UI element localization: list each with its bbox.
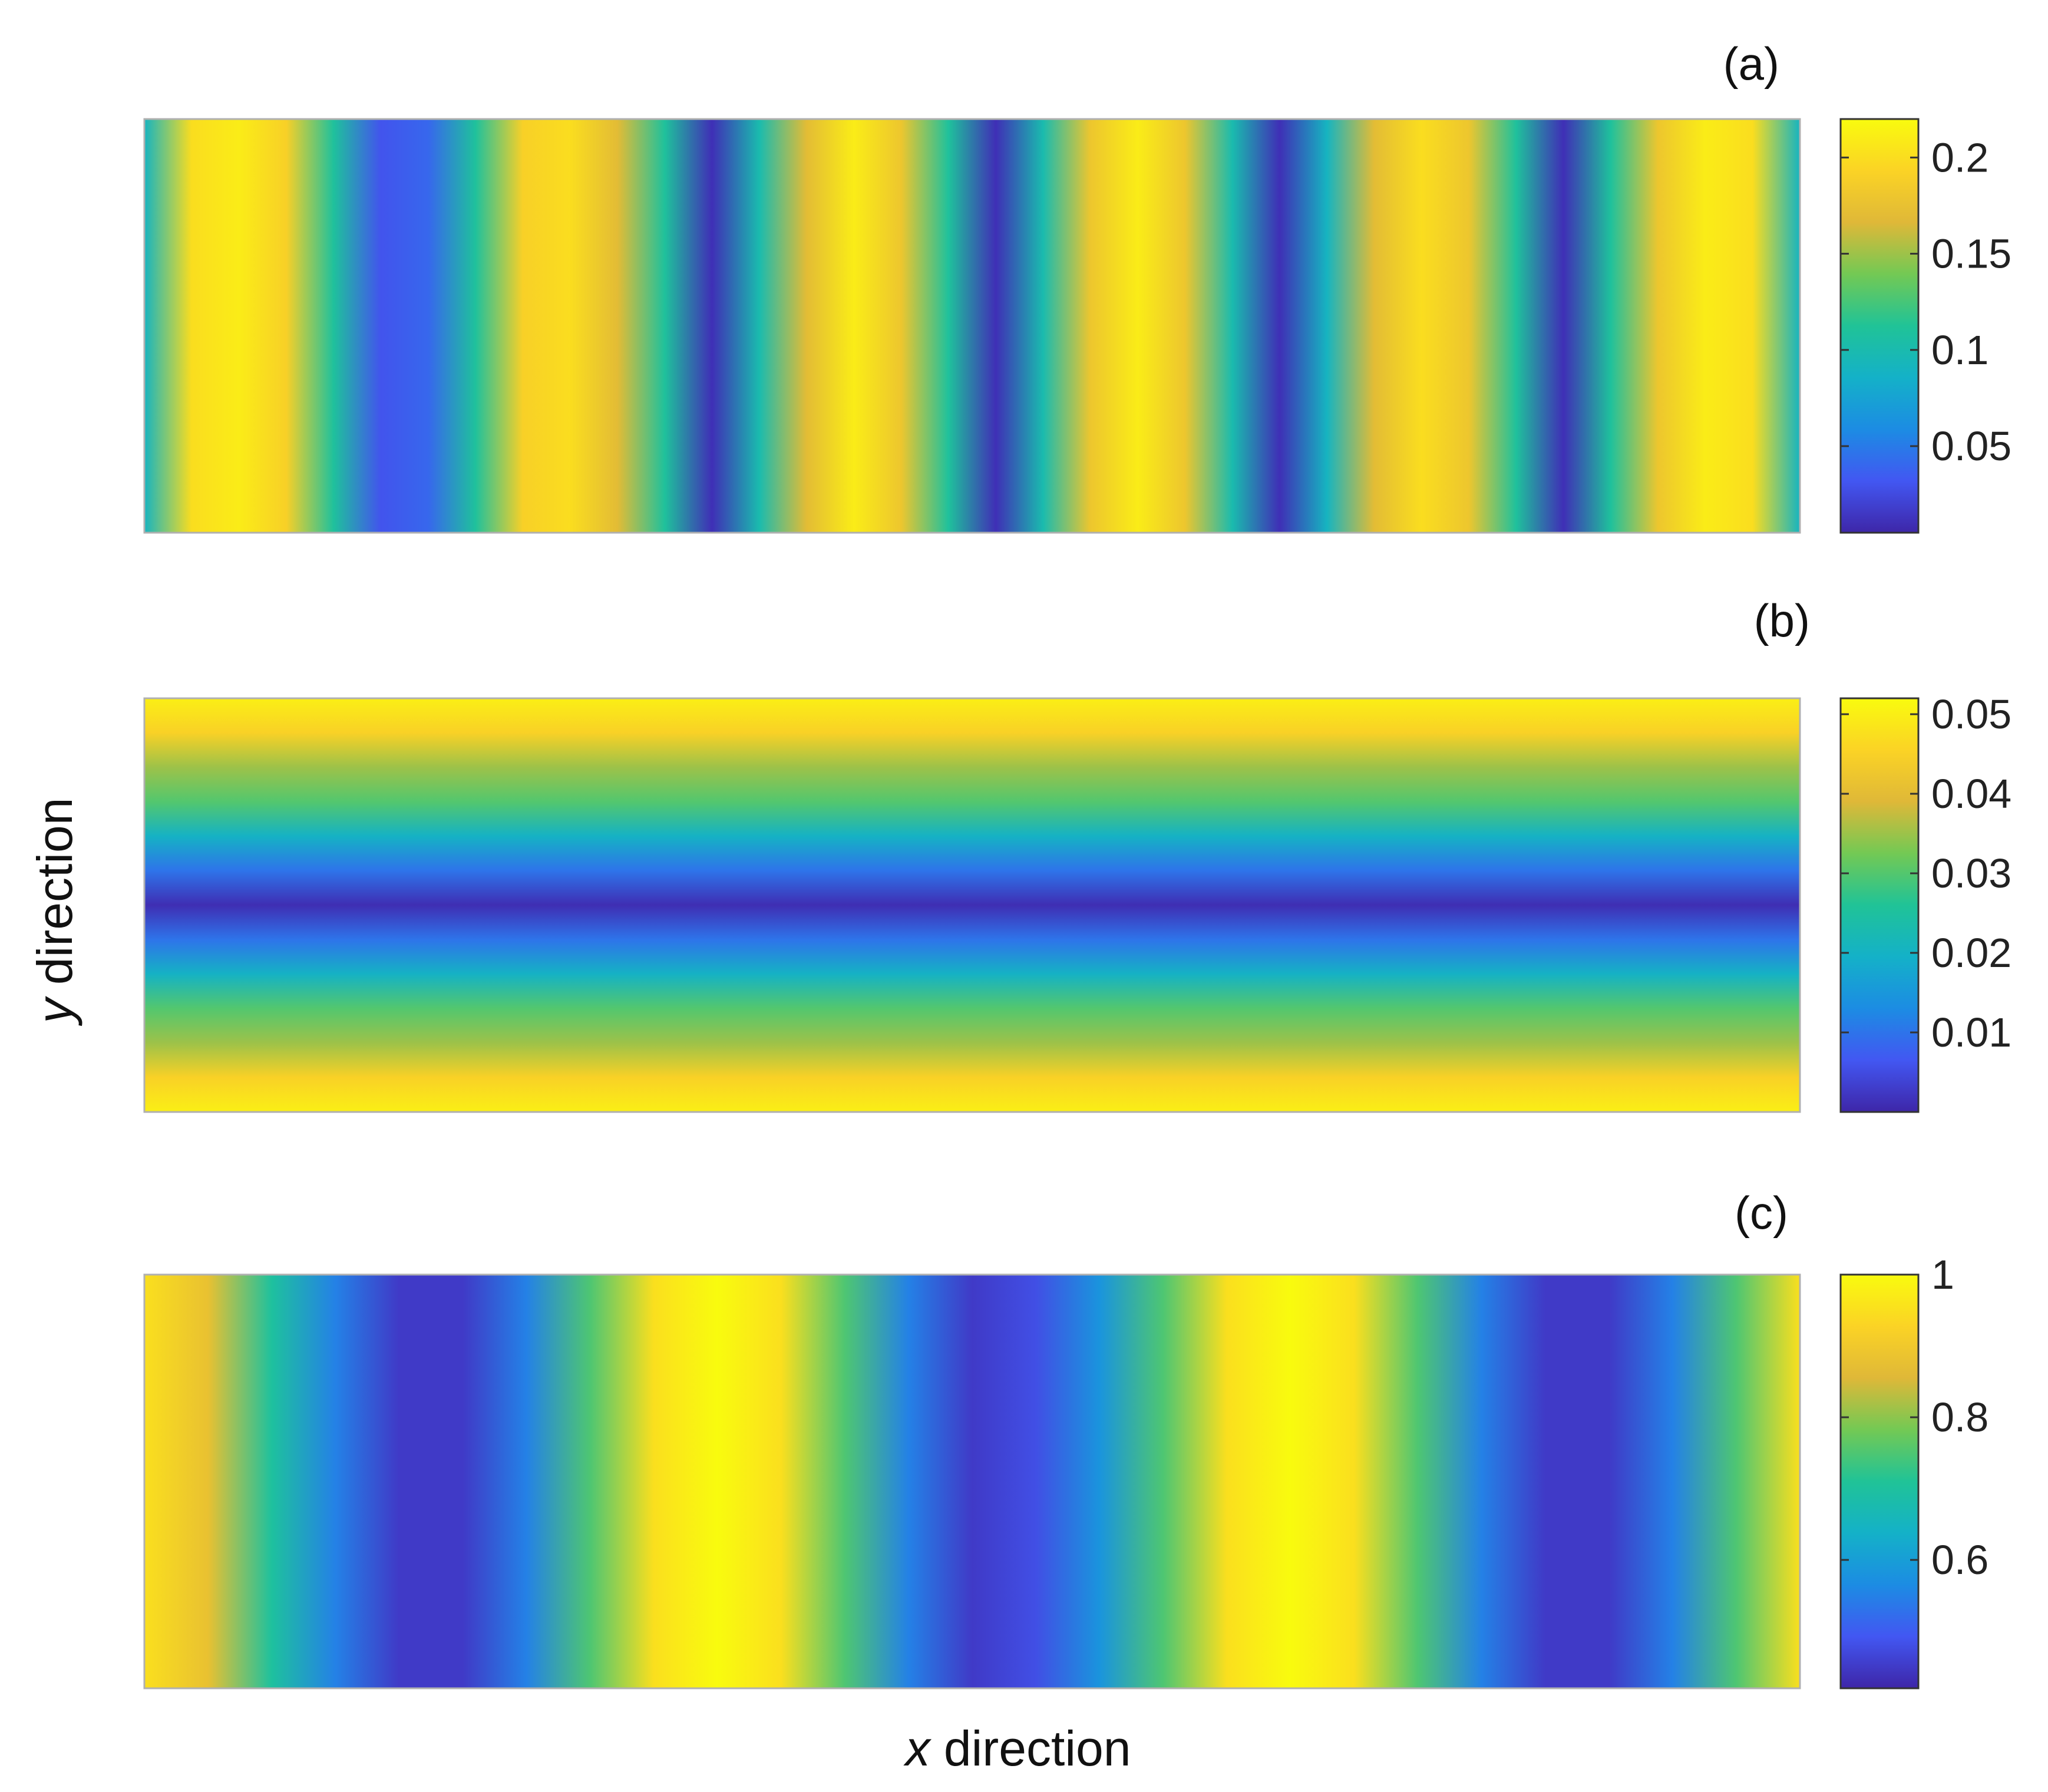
y-axis-label: y direction — [27, 798, 82, 1027]
panel-c: (c) 0.6 0.8 1 — [143, 1187, 1988, 1689]
x-axis-space — [930, 1721, 944, 1776]
colorbar-tick-label: 0.05 — [1931, 691, 2011, 737]
panel-b-colorbar-ticks: 0.01 0.02 0.03 0.04 0.05 — [1841, 691, 2011, 1055]
colorbar-tick-label: 1 — [1931, 1252, 1954, 1298]
panel-c-colorbar-ticks: 0.6 0.8 1 — [1841, 1252, 1988, 1583]
colorbar-tick-label: 0.01 — [1931, 1009, 2011, 1055]
panel-c-label: (c) — [1735, 1187, 1788, 1239]
colorbar-tick-label: 0.8 — [1931, 1394, 1988, 1440]
colorbar-tick-label: 0.02 — [1931, 930, 2011, 976]
y-axis-space — [27, 985, 82, 998]
colorbar-tick-label: 0.6 — [1931, 1537, 1988, 1583]
panel-c-colorbar — [1839, 1273, 1920, 1689]
panel-a-heatmap — [143, 118, 1801, 534]
panel-a-label: (a) — [1723, 38, 1779, 90]
y-axis-variable: y — [27, 995, 82, 1026]
panel-b-colorbar — [1839, 697, 1920, 1113]
colorbar-tick-label: 0.1 — [1931, 327, 1988, 373]
panel-c-heatmap — [143, 1273, 1801, 1689]
x-axis-variable: x — [903, 1721, 932, 1776]
colorbar-tick-label: 0.03 — [1931, 850, 2011, 896]
panel-a-colorbar-ticks: 0.05 0.1 0.15 0.2 — [1841, 134, 2011, 469]
colorbar-tick-label: 0.04 — [1931, 771, 2011, 817]
x-axis-word: direction — [944, 1721, 1131, 1776]
x-axis-label: x direction — [903, 1721, 1131, 1776]
panel-b: (b) 0.01 0.02 0.03 0.04 0.05 — [143, 595, 2011, 1113]
panel-b-heatmap — [143, 697, 1801, 1113]
colorbar-tick-label: 0.2 — [1931, 134, 1988, 180]
panel-b-label: (b) — [1754, 595, 1810, 646]
panel-a: (a) 0.05 0.1 0.15 0.2 — [143, 38, 2011, 534]
colorbar-tick-label: 0.05 — [1931, 423, 2011, 469]
panel-a-colorbar — [1839, 118, 1920, 534]
y-axis-word: direction — [27, 798, 82, 985]
colorbar-tick-label: 0.15 — [1931, 231, 2011, 277]
